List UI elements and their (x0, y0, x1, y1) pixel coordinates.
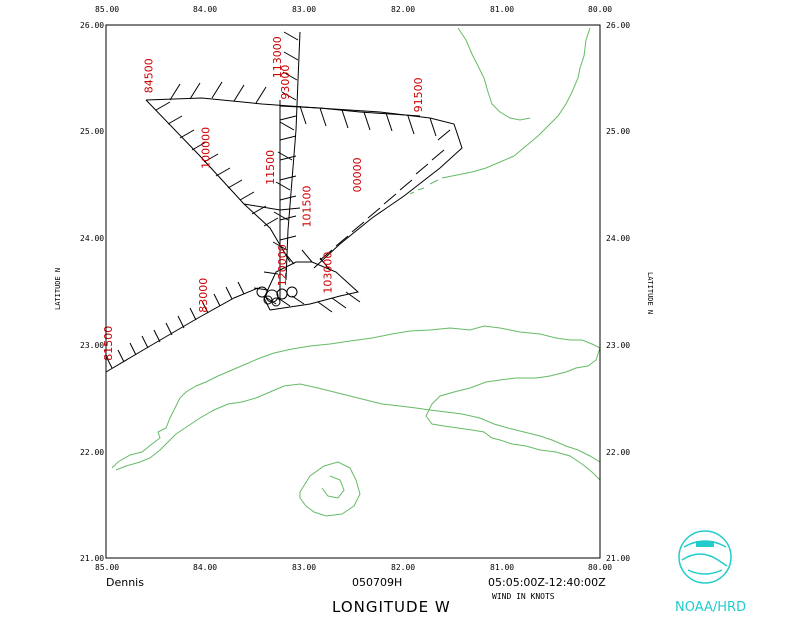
flight-date: 050709H (352, 576, 402, 589)
time-label: 100000 (200, 127, 213, 169)
barbs-north-top-leg (169, 81, 451, 261)
time-label: 91500 (412, 77, 425, 112)
right-tick-25: 25.00 (606, 127, 630, 136)
right-latitude-label: LATITUDE N (646, 272, 654, 314)
barbs-vertical-leg (279, 115, 297, 241)
left-tick-21: 21.00 (80, 554, 104, 563)
time-label: 103000 (321, 252, 334, 294)
time-label: 120000 (276, 244, 289, 286)
wind-barbs (105, 31, 451, 369)
storm-name: Dennis (106, 576, 144, 589)
longitude-label: LONGITUDE W (332, 598, 451, 616)
bottom-tick-80: 80.00 (588, 563, 612, 572)
right-tick-23: 23.00 (606, 341, 630, 350)
storm-center-circles (256, 286, 298, 307)
noaa-hrd-label: NOAA/HRD (675, 600, 746, 615)
time-label: 84500 (142, 58, 155, 93)
top-tick-80: 80.00 (588, 5, 612, 14)
florida-west-coastline (457, 27, 531, 121)
time-label: 93000 (279, 65, 292, 100)
time-range: 05:05:00Z-12:40:00Z (488, 576, 606, 589)
top-tick-84: 84.00 (193, 5, 217, 14)
isla-juventud-coastline (299, 461, 361, 517)
cuba-south-coastline (115, 383, 601, 471)
left-latitude-label: LATITUDE N (54, 268, 62, 310)
left-lat-ticks: 21.00 22.00 23.00 24.00 25.00 26.00 (80, 21, 104, 563)
left-tick-26: 26.00 (80, 21, 104, 30)
left-tick-23: 23.00 (80, 341, 104, 350)
top-tick-83: 83.00 (292, 5, 316, 14)
right-tick-26: 26.00 (606, 21, 630, 30)
track-leg-center-loop (263, 261, 360, 311)
map-frame (105, 24, 601, 559)
time-label: 113000 (271, 36, 284, 78)
track-leg-southwest (105, 287, 259, 373)
coastlines (111, 27, 601, 517)
bottom-tick-82: 82.00 (391, 563, 415, 572)
time-label: 101500 (301, 186, 314, 228)
bottom-tick-84: 84.00 (193, 563, 217, 572)
bottom-tick-85: 85.00 (95, 563, 119, 572)
wind-units-note: WIND IN KNOTS (492, 592, 555, 601)
cuba-coastline (111, 325, 601, 481)
right-lat-ticks: 21.00 22.00 23.00 24.00 25.00 26.00 (606, 21, 630, 563)
noaa-logo (678, 530, 732, 584)
right-tick-24: 24.00 (606, 234, 630, 243)
time-label: 83000 (197, 278, 210, 313)
left-tick-25: 25.00 (80, 127, 104, 136)
barbs-center-loop (253, 249, 361, 313)
florida-east-coastline (513, 27, 591, 157)
top-lon-ticks: 85.00 84.00 83.00 82.00 81.00 80.00 (95, 5, 612, 14)
florida-keys-coastline (441, 155, 515, 179)
track-leg-mid (243, 203, 301, 211)
top-tick-85: 85.00 (95, 5, 119, 14)
florida-keys-islands (409, 179, 439, 195)
track-leg-north-top (145, 97, 463, 269)
bottom-lon-ticks: 85.00 84.00 83.00 82.00 81.00 80.00 (95, 563, 612, 572)
bottom-tick-81: 81.00 (490, 563, 514, 572)
barbs-northwest-leg (155, 101, 279, 227)
time-label: 11500 (264, 150, 277, 185)
barbs-southwest-leg (105, 281, 245, 369)
left-tick-24: 24.00 (80, 234, 104, 243)
right-tick-21: 21.00 (606, 554, 630, 563)
time-label: 81500 (102, 326, 115, 361)
top-tick-82: 82.00 (391, 5, 415, 14)
time-label: 00000 (351, 157, 364, 192)
barbs-right-column (272, 31, 299, 251)
isla-juventud-cove (321, 475, 345, 499)
top-tick-81: 81.00 (490, 5, 514, 14)
right-tick-22: 22.00 (606, 448, 630, 457)
bottom-tick-83: 83.00 (292, 563, 316, 572)
left-tick-22: 22.00 (80, 448, 104, 457)
